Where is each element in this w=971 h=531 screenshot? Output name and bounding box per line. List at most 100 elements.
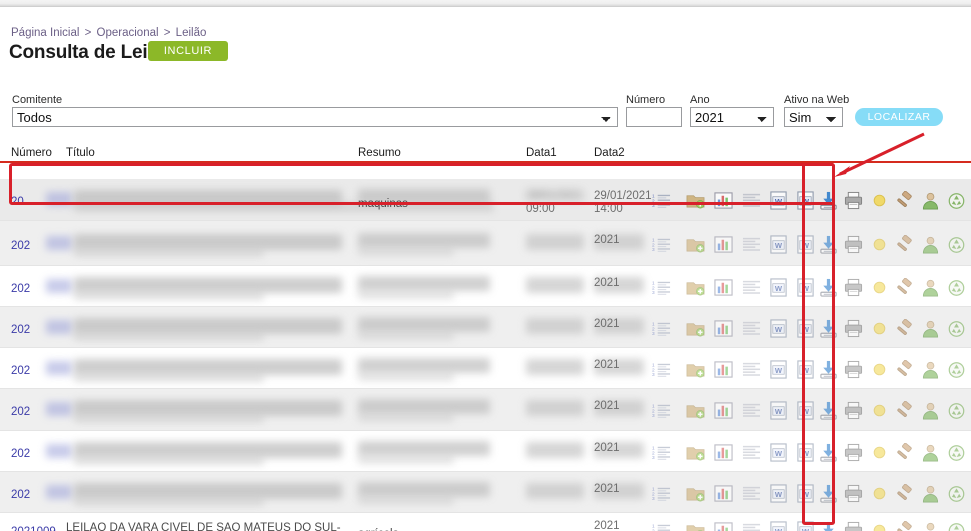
word-doc-alt-icon[interactable]: W <box>796 484 815 503</box>
word-doc-icon[interactable]: W <box>769 521 788 531</box>
breadcrumb-item-leilao[interactable]: Leilão <box>175 27 207 39</box>
column-header-numero[interactable]: Número <box>11 147 52 159</box>
folder-add-icon[interactable] <box>686 521 705 531</box>
coin-icon[interactable] <box>870 278 889 297</box>
coin-icon[interactable] <box>870 360 889 379</box>
cell-numero[interactable]: 202 <box>11 324 31 336</box>
cell-numero[interactable]: 20 <box>11 196 24 208</box>
coin-icon[interactable] <box>870 484 889 503</box>
printer-icon[interactable] <box>844 191 863 210</box>
text-lines-icon[interactable] <box>742 484 761 503</box>
trash-recycle-icon[interactable] <box>947 484 966 503</box>
bar-chart-icon[interactable] <box>714 235 733 254</box>
download-icon[interactable] <box>819 521 838 531</box>
printer-icon[interactable] <box>844 484 863 503</box>
text-lines-icon[interactable] <box>742 443 761 462</box>
breadcrumb-item-home[interactable]: Página Inicial <box>11 27 80 39</box>
trash-recycle-icon[interactable] <box>947 360 966 379</box>
cell-numero[interactable]: 2021009 <box>11 526 56 531</box>
list-numbered-icon[interactable]: 123 <box>652 521 671 531</box>
word-doc-icon[interactable]: W <box>769 235 788 254</box>
comitente-select[interactable]: Todos <box>12 107 618 127</box>
coin-icon[interactable] <box>870 191 889 210</box>
user-icon[interactable] <box>921 443 940 462</box>
gavel-icon[interactable] <box>895 191 914 210</box>
coin-icon[interactable] <box>870 401 889 420</box>
bar-chart-icon[interactable] <box>714 521 733 531</box>
table-row[interactable]: 20 maquinas 29/01/2021 09:00 29/01/2021 14:00… <box>0 179 971 221</box>
word-doc-alt-icon[interactable]: W <box>796 278 815 297</box>
table-row[interactable]: 2021009 LEILAO DA VARA CIVEL DE SAO MATEU… <box>0 513 971 531</box>
gavel-icon[interactable] <box>895 484 914 503</box>
ano-select[interactable]: 2021 <box>690 107 774 127</box>
table-row[interactable]: 202 2021 1 2 3 W W <box>0 221 971 266</box>
download-icon[interactable] <box>819 443 838 462</box>
download-icon[interactable] <box>819 235 838 254</box>
gavel-icon[interactable] <box>895 401 914 420</box>
user-icon[interactable] <box>921 235 940 254</box>
trash-recycle-icon[interactable] <box>947 401 966 420</box>
coin-icon[interactable] <box>870 521 889 531</box>
folder-add-icon[interactable] <box>686 191 705 210</box>
download-icon[interactable] <box>819 278 838 297</box>
table-row[interactable]: 202 2021 1 2 3 W W <box>0 307 971 348</box>
download-icon[interactable] <box>819 319 838 338</box>
gavel-icon[interactable] <box>895 278 914 297</box>
word-doc-icon[interactable]: W <box>769 484 788 503</box>
folder-add-icon[interactable] <box>686 401 705 420</box>
printer-icon[interactable] <box>844 360 863 379</box>
cell-numero[interactable]: 202 <box>11 365 31 377</box>
word-doc-alt-icon[interactable]: W <box>796 191 815 210</box>
column-header-data2[interactable]: Data2 <box>594 147 625 159</box>
user-icon[interactable] <box>921 401 940 420</box>
printer-icon[interactable] <box>844 319 863 338</box>
trash-recycle-icon[interactable] <box>947 235 966 254</box>
cell-numero[interactable]: 202 <box>11 448 31 460</box>
printer-icon[interactable] <box>844 443 863 462</box>
text-lines-icon[interactable] <box>742 191 761 210</box>
table-row[interactable]: 202 2021 1 2 3 W W <box>0 348 971 389</box>
breadcrumb-item-operacional[interactable]: Operacional <box>96 27 159 39</box>
word-doc-alt-icon[interactable]: W <box>796 521 815 531</box>
incluir-button[interactable]: INCLUIR <box>148 41 228 61</box>
word-doc-icon[interactable]: W <box>769 319 788 338</box>
text-lines-icon[interactable] <box>742 319 761 338</box>
text-lines-icon[interactable] <box>742 360 761 379</box>
bar-chart-icon[interactable] <box>714 319 733 338</box>
cell-numero[interactable]: 202 <box>11 489 31 501</box>
user-icon[interactable] <box>921 278 940 297</box>
ativo-na-web-select[interactable]: Sim <box>784 107 843 127</box>
word-doc-alt-icon[interactable]: W <box>796 443 815 462</box>
cell-numero[interactable]: 202 <box>11 240 31 252</box>
text-lines-icon[interactable] <box>742 235 761 254</box>
text-lines-icon[interactable] <box>742 278 761 297</box>
folder-add-icon[interactable] <box>686 484 705 503</box>
download-icon[interactable] <box>819 191 838 210</box>
user-icon[interactable] <box>921 191 940 210</box>
coin-icon[interactable] <box>870 319 889 338</box>
user-icon[interactable] <box>921 521 940 531</box>
bar-chart-icon[interactable] <box>714 443 733 462</box>
bar-chart-icon[interactable] <box>714 484 733 503</box>
word-doc-icon[interactable]: W <box>769 191 788 210</box>
printer-icon[interactable] <box>844 521 863 531</box>
printer-icon[interactable] <box>844 278 863 297</box>
table-row[interactable]: 202 2021 1 2 3 W W <box>0 389 971 431</box>
bar-chart-icon[interactable] <box>714 401 733 420</box>
printer-icon[interactable] <box>844 401 863 420</box>
column-header-data1[interactable]: Data1 <box>526 147 557 159</box>
word-doc-icon[interactable]: W <box>769 360 788 379</box>
bar-chart-icon[interactable] <box>714 360 733 379</box>
gavel-icon[interactable] <box>895 235 914 254</box>
folder-add-icon[interactable] <box>686 443 705 462</box>
download-icon[interactable] <box>819 401 838 420</box>
coin-icon[interactable] <box>870 235 889 254</box>
word-doc-alt-icon[interactable]: W <box>796 401 815 420</box>
